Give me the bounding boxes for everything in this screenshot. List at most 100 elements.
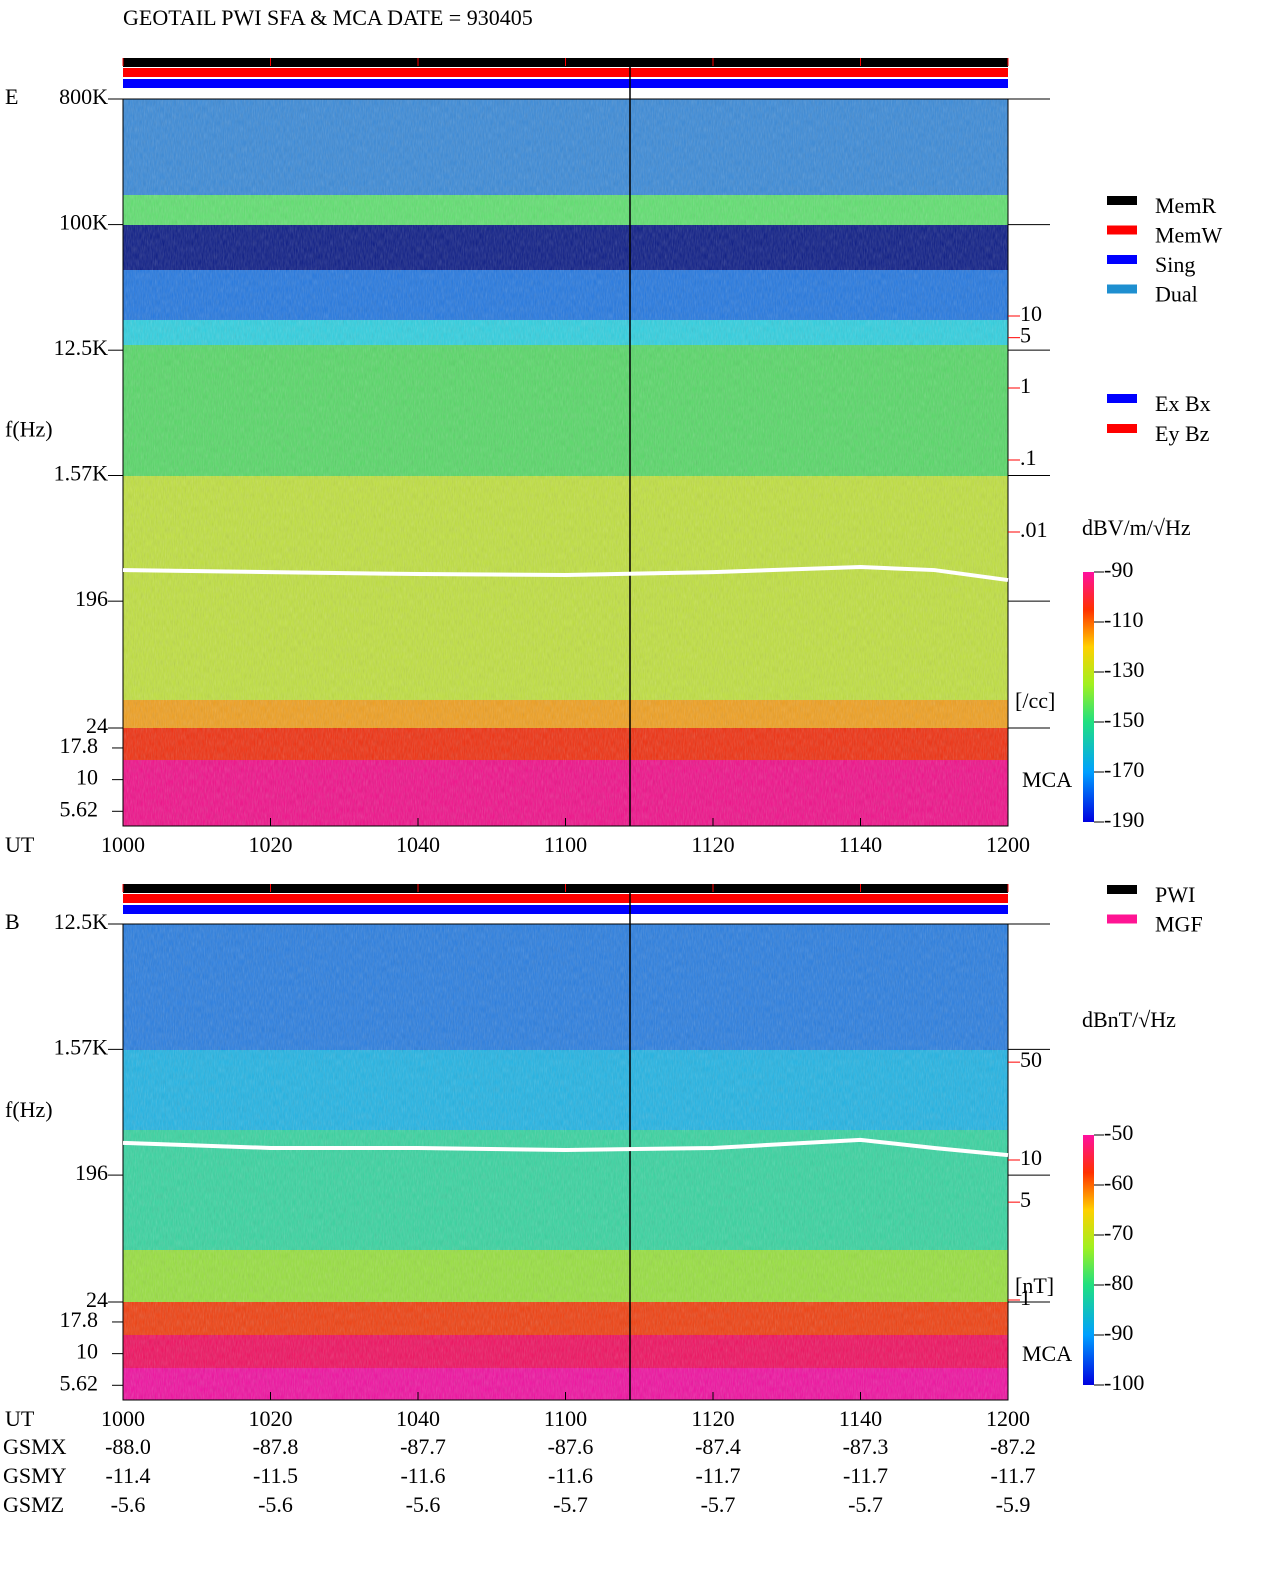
x-axis-label: UT bbox=[5, 832, 35, 857]
density-tick-label: 10 bbox=[1020, 1145, 1042, 1170]
colorbar-tick-label: -70 bbox=[1104, 1220, 1133, 1245]
orbit-value: -11.4 bbox=[105, 1463, 150, 1488]
status-bar bbox=[123, 79, 1008, 88]
legend-swatch bbox=[1107, 284, 1137, 294]
density-tick-label: .01 bbox=[1020, 517, 1048, 542]
orbit-value: -11.6 bbox=[548, 1463, 593, 1488]
y-tick-label: 1.57K bbox=[54, 1034, 109, 1059]
y-tick-label: 1.57K bbox=[54, 461, 109, 486]
panel-label: E bbox=[5, 84, 18, 109]
x-tick-label: 1020 bbox=[249, 1406, 293, 1431]
orbit-value: -11.7 bbox=[990, 1463, 1035, 1488]
legend-label: MGF bbox=[1155, 912, 1203, 937]
orbit-value: -5.9 bbox=[996, 1492, 1031, 1517]
x-tick-label: 1100 bbox=[544, 1406, 587, 1431]
y-tick-label: 24 bbox=[86, 713, 108, 738]
y-tick-label: 12.5K bbox=[54, 335, 109, 360]
orbit-value: -88.0 bbox=[105, 1434, 151, 1459]
orbit-row-label: GSMY bbox=[3, 1463, 67, 1488]
colorbar-label: dBV/m/√Hz bbox=[1082, 515, 1191, 540]
y-axis-label: f(Hz) bbox=[5, 417, 53, 442]
legend-swatch bbox=[1107, 914, 1137, 924]
orbit-value: -5.6 bbox=[406, 1492, 441, 1517]
density-tick-label: 50 bbox=[1020, 1047, 1042, 1072]
y-axis-label: f(Hz) bbox=[5, 1097, 53, 1122]
colorbar bbox=[1083, 572, 1094, 822]
orbit-value: -11.6 bbox=[400, 1463, 445, 1488]
mca-tick-label: 17.8 bbox=[60, 1307, 99, 1332]
colorbar-tick-label: -80 bbox=[1104, 1270, 1133, 1295]
colorbar-tick-label: -130 bbox=[1104, 657, 1144, 682]
colorbar-label: dBnT/√Hz bbox=[1082, 1007, 1176, 1032]
orbit-value: -87.6 bbox=[548, 1434, 594, 1459]
density-tick-label: 5 bbox=[1020, 323, 1031, 348]
orbit-value: -87.2 bbox=[990, 1434, 1036, 1459]
colorbar-tick-label: -60 bbox=[1104, 1170, 1133, 1195]
density-tick-label: 10 bbox=[1020, 301, 1042, 326]
y-tick-label: 196 bbox=[75, 586, 108, 611]
plasma-trace bbox=[122, 1137, 1009, 1158]
mca-tick-label: 17.8 bbox=[60, 733, 99, 758]
colorbar-tick-label: -100 bbox=[1104, 1370, 1144, 1395]
orbit-value: -87.7 bbox=[400, 1434, 446, 1459]
x-tick-label: 1120 bbox=[691, 832, 734, 857]
orbit-value: -87.4 bbox=[695, 1434, 741, 1459]
colorbar-tick-label: -190 bbox=[1104, 807, 1144, 832]
status-bar bbox=[123, 905, 1008, 914]
x-axis-label: UT bbox=[5, 1406, 35, 1431]
density-unit: [/cc] bbox=[1015, 688, 1055, 713]
x-tick-label: 1100 bbox=[544, 832, 587, 857]
mca-label: MCA bbox=[1022, 1341, 1072, 1366]
plasma-trace bbox=[122, 565, 1009, 583]
orbit-value: -5.7 bbox=[701, 1492, 736, 1517]
orbit-value: -5.7 bbox=[553, 1492, 588, 1517]
spectrogram-texture bbox=[123, 99, 1008, 826]
mca-tick-label: 10 bbox=[76, 1339, 98, 1364]
colorbar-tick-label: -90 bbox=[1104, 1320, 1133, 1345]
orbit-row-label: GSMX bbox=[3, 1434, 67, 1459]
legend-label: Dual bbox=[1155, 282, 1198, 307]
y-tick-label: 100K bbox=[59, 210, 108, 235]
orbit-value: -87.3 bbox=[843, 1434, 889, 1459]
colorbar-tick-label: -170 bbox=[1104, 757, 1144, 782]
x-tick-label: 1020 bbox=[249, 832, 293, 857]
orbit-value: -5.6 bbox=[258, 1492, 293, 1517]
legend-label: Sing bbox=[1155, 252, 1195, 277]
legend-swatch bbox=[1107, 394, 1137, 403]
legend-swatch bbox=[1107, 424, 1137, 433]
density-unit: [nT] bbox=[1015, 1273, 1054, 1298]
x-tick-label: 1140 bbox=[839, 1406, 882, 1431]
spectrogram-texture bbox=[123, 924, 1008, 1400]
legend-swatch bbox=[1107, 196, 1137, 205]
status-bar bbox=[123, 894, 1008, 903]
colorbar-tick-label: -90 bbox=[1104, 557, 1133, 582]
legend-label: Ey Bz bbox=[1155, 421, 1210, 446]
x-tick-label: 1200 bbox=[986, 832, 1030, 857]
mca-tick-label: 5.62 bbox=[60, 796, 99, 821]
density-tick-label: .1 bbox=[1020, 445, 1037, 470]
mca-tick-label: 5.62 bbox=[60, 1370, 99, 1395]
mca-tick-label: 10 bbox=[76, 765, 98, 790]
colorbar-tick-label: -110 bbox=[1104, 607, 1144, 632]
title: GEOTAIL PWI SFA & MCA DATE = 930405 bbox=[123, 5, 533, 30]
legend-label: Ex Bx bbox=[1155, 391, 1211, 416]
panel-label: B bbox=[5, 909, 20, 934]
orbit-value: -11.5 bbox=[253, 1463, 298, 1488]
y-tick-label: 196 bbox=[75, 1160, 108, 1185]
colorbar bbox=[1083, 1135, 1094, 1385]
x-tick-label: 1000 bbox=[101, 832, 145, 857]
density-tick-label: 5 bbox=[1020, 1187, 1031, 1212]
y-tick-label: 800K bbox=[59, 84, 108, 109]
legend-swatch bbox=[1107, 255, 1137, 264]
x-tick-label: 1000 bbox=[101, 1406, 145, 1431]
x-tick-label: 1200 bbox=[986, 1406, 1030, 1431]
orbit-value: -11.7 bbox=[695, 1463, 740, 1488]
legend-label: MemR bbox=[1155, 193, 1216, 218]
legend-label: PWI bbox=[1155, 882, 1195, 907]
x-tick-label: 1120 bbox=[691, 1406, 734, 1431]
colorbar-tick-label: -150 bbox=[1104, 707, 1144, 732]
x-tick-label: 1040 bbox=[396, 832, 440, 857]
y-tick-label: 24 bbox=[86, 1287, 108, 1312]
